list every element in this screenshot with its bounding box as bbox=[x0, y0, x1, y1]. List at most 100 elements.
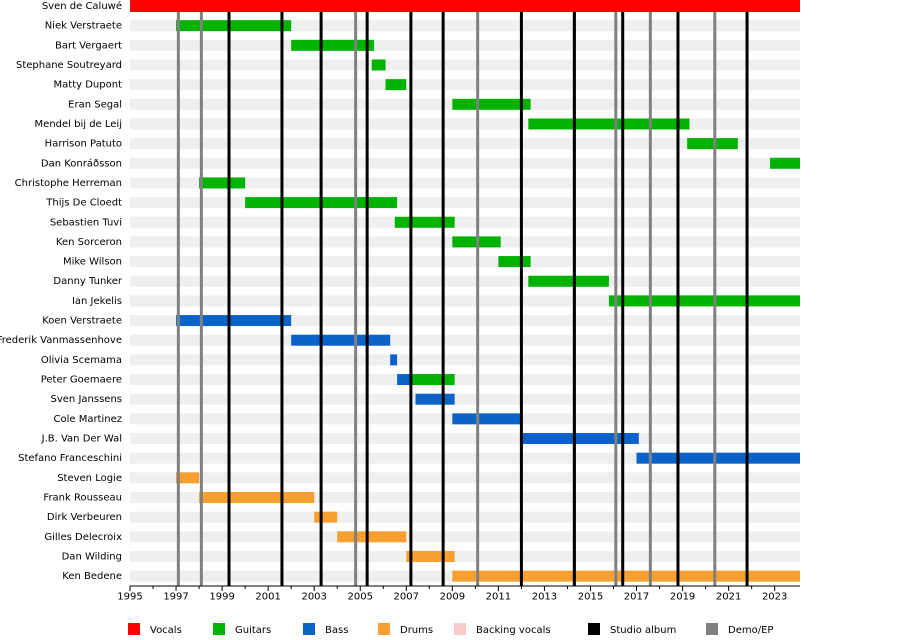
membership-bar bbox=[452, 570, 800, 582]
member-name: Sebastien Tuvi bbox=[50, 217, 122, 228]
member-name: Ian Jekelis bbox=[72, 296, 122, 307]
membership-bar bbox=[452, 98, 531, 110]
membership-bar bbox=[176, 20, 292, 32]
membership-bar bbox=[498, 256, 531, 268]
x-tick-label: 2015 bbox=[578, 591, 603, 602]
membership-bar bbox=[199, 177, 246, 189]
membership-bar bbox=[521, 433, 639, 445]
row-stripe bbox=[130, 550, 800, 562]
membership-bar bbox=[314, 511, 338, 523]
row-stripe bbox=[130, 157, 800, 169]
membership-bar bbox=[770, 157, 800, 169]
row-stripe bbox=[130, 79, 800, 91]
membership-bar bbox=[415, 393, 455, 405]
legend-label: Guitars bbox=[235, 625, 271, 636]
row-stripe bbox=[130, 531, 800, 543]
row-stripe bbox=[130, 138, 800, 150]
member-name: Frederik Vanmassenhove bbox=[0, 335, 122, 346]
legend-swatch bbox=[588, 623, 600, 635]
member-name: Mendel bij de Leij bbox=[35, 119, 122, 130]
member-name: Danny Tunker bbox=[53, 276, 122, 287]
row-stripe bbox=[130, 39, 800, 51]
membership-bar bbox=[176, 315, 292, 327]
member-name: Matty Dupont bbox=[54, 80, 123, 91]
x-tick-label: 2001 bbox=[255, 591, 280, 602]
membership-bar bbox=[608, 295, 800, 307]
legend-label: Drums bbox=[400, 625, 433, 636]
member-name: Dan Wilding bbox=[62, 551, 122, 562]
member-name: Sven Janssens bbox=[51, 394, 122, 405]
member-name: Mike Wilson bbox=[63, 257, 122, 268]
member-name: Dan Konráðsson bbox=[41, 157, 122, 169]
member-name: Olivia Scemama bbox=[41, 355, 122, 366]
legend-swatch bbox=[303, 623, 315, 635]
legend-swatch bbox=[213, 623, 225, 635]
member-name: Frank Rousseau bbox=[43, 493, 122, 504]
membership-bar bbox=[385, 79, 407, 91]
membership-bar bbox=[176, 472, 200, 484]
legend-swatch bbox=[378, 623, 390, 635]
x-tick-label: 2009 bbox=[440, 591, 465, 602]
legend-swatch bbox=[706, 623, 718, 635]
legend-label: Demo/EP bbox=[728, 625, 773, 636]
row-stripe bbox=[130, 59, 800, 71]
member-name: Ken Bedene bbox=[62, 571, 122, 582]
member-name: Cole Martinez bbox=[53, 414, 122, 425]
row-stripe bbox=[130, 452, 800, 464]
legend-swatch bbox=[128, 623, 140, 635]
membership-bar bbox=[687, 138, 738, 150]
x-tick-label: 2019 bbox=[670, 591, 695, 602]
row-stripe bbox=[130, 492, 800, 503]
row-stripe bbox=[130, 295, 800, 307]
x-tick-label: 1997 bbox=[163, 591, 188, 602]
membership-bar bbox=[397, 374, 411, 386]
legend-label: Backing vocals bbox=[476, 625, 551, 636]
x-tick-label: 2021 bbox=[716, 591, 741, 602]
row-stripe bbox=[130, 393, 800, 405]
member-name: Steven Logie bbox=[57, 473, 122, 484]
member-name: Harrison Patuto bbox=[45, 139, 122, 150]
legend-label: Bass bbox=[325, 625, 348, 636]
row-stripe bbox=[130, 177, 800, 189]
row-stripe bbox=[130, 315, 800, 327]
membership-bar bbox=[528, 118, 690, 130]
membership-bar bbox=[394, 216, 455, 228]
member-name: Gilles Delecroix bbox=[44, 532, 122, 543]
row-stripe bbox=[130, 216, 800, 228]
row-stripe bbox=[130, 374, 800, 386]
x-tick-label: 2013 bbox=[532, 591, 557, 602]
row-stripe bbox=[130, 118, 800, 130]
x-tick-label: 2017 bbox=[624, 591, 649, 602]
membership-bar bbox=[406, 550, 455, 562]
member-name: Niek Verstraete bbox=[45, 21, 122, 32]
row-stripe bbox=[130, 20, 800, 32]
member-name: J.B. Van Der Wal bbox=[41, 434, 122, 445]
membership-bar bbox=[452, 413, 522, 425]
membership-bar bbox=[291, 334, 391, 346]
x-tick-label: 2003 bbox=[301, 591, 326, 602]
row-stripe bbox=[130, 511, 800, 523]
x-tick-label: 2007 bbox=[394, 591, 419, 602]
x-tick-label: 1999 bbox=[209, 591, 234, 602]
row-stripe bbox=[130, 334, 800, 346]
membership-bar bbox=[291, 39, 375, 51]
member-name: Bart Vergaert bbox=[55, 40, 122, 51]
row-stripe bbox=[130, 197, 800, 209]
member-name: Stefano Franceschini bbox=[18, 453, 122, 464]
member-name: Christophe Herreman bbox=[15, 178, 122, 189]
member-name: Thijs De Cloedt bbox=[45, 198, 122, 209]
x-tick-label: 2011 bbox=[486, 591, 511, 602]
row-stripe bbox=[130, 256, 800, 268]
membership-bar bbox=[371, 59, 386, 71]
membership-bar bbox=[390, 354, 398, 366]
member-name: Sven de Caluwé bbox=[42, 0, 122, 12]
member-name: Koen Verstraete bbox=[42, 316, 122, 327]
legend-label: Studio album bbox=[610, 625, 676, 636]
member-name: Ken Sorceron bbox=[56, 237, 122, 248]
row-stripe bbox=[130, 433, 800, 445]
member-name: Peter Goemaere bbox=[41, 375, 122, 386]
member-name: Stephane Soutreyard bbox=[16, 60, 122, 71]
membership-bar bbox=[199, 492, 315, 503]
membership-bar bbox=[337, 531, 407, 543]
membership-bar bbox=[528, 275, 609, 287]
